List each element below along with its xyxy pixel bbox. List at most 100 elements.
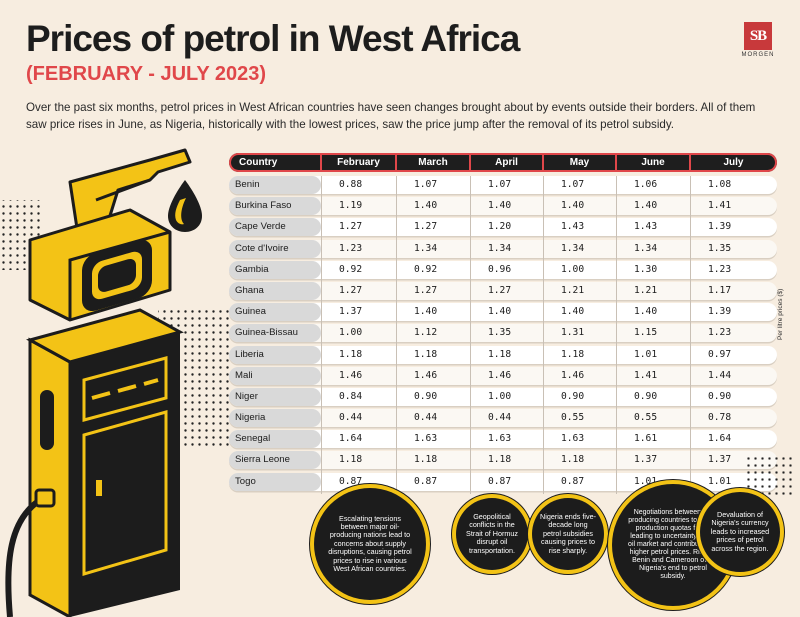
price-cell-february: 0.44: [339, 412, 363, 424]
table-row: Burkina Faso 1.19 1.40 1.40 1.40 1.40 1.41: [229, 197, 777, 216]
price-cell-february: 1.46: [339, 369, 363, 381]
price-cell-february: 0.88: [339, 179, 363, 190]
country-name: Guinea: [235, 306, 266, 318]
page-subtitle: (FEBRUARY - JULY 2023): [26, 63, 267, 85]
price-cell-february: 0.92: [339, 263, 363, 275]
price-cell-june: 1.61: [634, 433, 658, 445]
price-cell-february: 1.27: [339, 221, 363, 233]
column-separator: [470, 176, 471, 494]
column-separator: [690, 176, 691, 494]
price-cell-march: 1.40: [414, 306, 438, 318]
price-cell-may: 1.43: [561, 221, 585, 233]
price-cell-may: 0.87: [561, 475, 585, 487]
price-cell-april: 1.40: [488, 306, 512, 318]
price-cell-march: 1.40: [414, 200, 438, 212]
country-name: Cape Verde: [235, 221, 286, 233]
column-separator: [543, 176, 544, 494]
country-cell: Ghana: [229, 281, 321, 300]
country-cell: Cape Verde: [229, 218, 321, 237]
price-cell-march: 1.34: [414, 242, 438, 254]
country-cell: Guinea-Bissau: [229, 324, 321, 343]
price-cell-may: 1.00: [561, 263, 585, 275]
price-cell-april: 1.34: [488, 242, 512, 254]
price-cell-march: 1.07: [414, 179, 438, 190]
price-cell-july: 1.44: [708, 369, 732, 381]
price-cell-april: 1.07: [488, 179, 512, 190]
country-name: Gambia: [235, 263, 269, 275]
country-name: Liberia: [235, 348, 264, 360]
price-cell-february: 1.18: [339, 454, 363, 466]
price-cell-april: 1.27: [488, 284, 512, 296]
table-row: Nigeria 0.44 0.44 0.44 0.55 0.55 0.78: [229, 409, 777, 428]
table-row: Sierra Leone 1.18 1.18 1.18 1.18 1.37 1.37: [229, 451, 777, 470]
logo-text: MORGEN: [741, 52, 775, 58]
price-cell-june: 1.01: [634, 475, 658, 487]
country-name: Burkina Faso: [235, 200, 292, 212]
price-table: Country February March April May June July Ben…: [229, 153, 777, 494]
price-cell-july: 0.90: [708, 390, 732, 402]
price-cell-may: 1.40: [561, 200, 585, 212]
price-cell-may: 1.18: [561, 348, 585, 360]
price-cell-may: 1.63: [561, 433, 585, 445]
country-cell: Niger: [229, 387, 321, 406]
price-cell-april: 0.96: [488, 263, 512, 275]
annotation-text: Nigeria ends five-decade long petrol sub…: [540, 511, 596, 555]
price-cell-february: 1.23: [339, 242, 363, 254]
country-cell: Benin: [229, 176, 321, 194]
price-cell-june: 1.21: [634, 284, 658, 296]
country-cell: Togo: [229, 472, 321, 491]
price-cell-july: 1.23: [708, 263, 732, 275]
price-cell-july: 1.08: [708, 179, 732, 190]
price-cell-july: 1.41: [708, 200, 732, 212]
country-cell: Gambia: [229, 260, 321, 279]
price-cell-february: 1.18: [339, 348, 363, 360]
price-cell-february: 1.37: [339, 306, 363, 318]
column-header-june: June: [641, 157, 665, 168]
country-name: Senegal: [235, 433, 271, 445]
price-cell-april: 0.87: [488, 475, 512, 487]
price-cell-march: 0.87: [414, 475, 438, 487]
price-cell-july: 1.01: [708, 475, 732, 487]
country-name: Niger: [235, 390, 258, 402]
header-separator: [395, 153, 397, 172]
country-cell: Sierra Leone: [229, 451, 321, 470]
annotation-bubble-jul: Devaluation of Nigeria's currency leads …: [700, 492, 780, 572]
column-header-may: May: [569, 157, 590, 168]
table-row: Cape Verde 1.27 1.27 1.20 1.43 1.43 1.39: [229, 218, 777, 237]
country-cell: Senegal: [229, 430, 321, 449]
country-cell: Mali: [229, 366, 321, 385]
price-cell-july: 0.97: [708, 348, 732, 360]
annotation-bubble-feb: Escalating tensions between major oil-pr…: [314, 488, 426, 600]
table-row: Guinea-Bissau 1.00 1.12 1.35 1.31 1.15 1.23: [229, 324, 777, 343]
country-cell: Cote d'Ivoire: [229, 239, 321, 258]
price-cell-march: 1.18: [414, 454, 438, 466]
country-name: Nigeria: [235, 412, 266, 424]
country-name: Ghana: [235, 284, 264, 296]
logo-mark: SB: [744, 22, 772, 50]
price-cell-june: 1.01: [634, 348, 658, 360]
price-cell-may: 0.90: [561, 390, 585, 402]
table-row: Gambia 0.92 0.92 0.96 1.00 1.30 1.23: [229, 260, 777, 279]
price-cell-march: 1.27: [414, 284, 438, 296]
price-cell-june: 1.34: [634, 242, 658, 254]
price-cell-february: 1.19: [339, 200, 363, 212]
price-cell-june: 0.90: [634, 390, 658, 402]
price-cell-july: 0.78: [708, 412, 732, 424]
price-cell-june: 1.40: [634, 306, 658, 318]
table-row: Cote d'Ivoire 1.23 1.34 1.34 1.34 1.34 1.35: [229, 239, 777, 258]
country-name: Sierra Leone: [235, 454, 290, 466]
price-cell-july: 1.37: [708, 454, 732, 466]
price-cell-july: 1.39: [708, 306, 732, 318]
country-cell: Burkina Faso: [229, 197, 321, 216]
annotation-text: Negotiations between oil-producing count…: [628, 509, 718, 580]
price-cell-april: 1.20: [488, 221, 512, 233]
price-cell-march: 1.63: [414, 433, 438, 445]
column-header-april: April: [495, 157, 518, 168]
country-name: Mali: [235, 369, 253, 381]
header-separator: [689, 153, 691, 172]
column-header-country: Country: [239, 157, 278, 168]
country-cell: Liberia: [229, 345, 321, 364]
price-cell-july: 1.64: [708, 433, 732, 445]
annotation-bubble-apr: Geopolitical conflicts in the Strait of …: [456, 498, 528, 570]
column-separator: [616, 176, 617, 494]
